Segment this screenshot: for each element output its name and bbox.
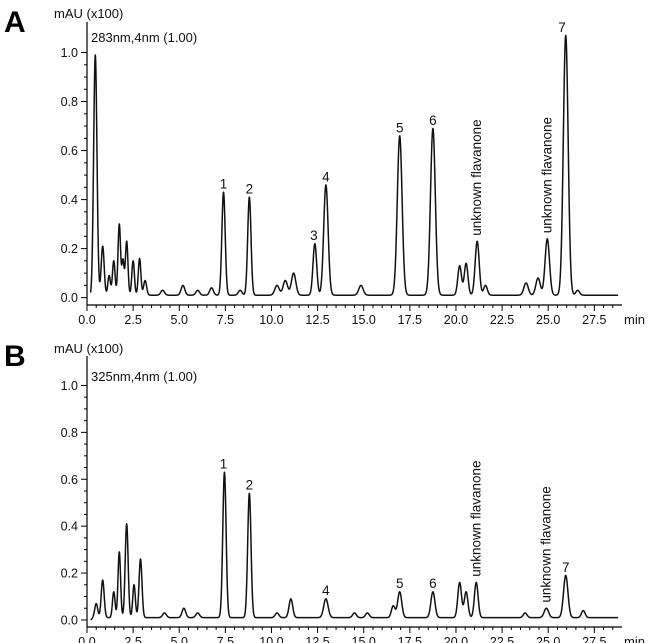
wavelength-annotation: 325nm,4nm (1.00) xyxy=(91,369,197,384)
panel-letter: A xyxy=(4,6,26,39)
x-tick-label: 12.5 xyxy=(305,313,329,327)
peak-label-7: 7 xyxy=(562,560,570,575)
y-tick-label: 0.0 xyxy=(61,291,78,305)
peak-label-7: 7 xyxy=(558,20,566,35)
x-tick-label: 5.0 xyxy=(171,635,188,643)
y-tick-label: 0.6 xyxy=(61,144,78,158)
x-axis-label: min xyxy=(624,634,645,643)
x-tick-label: 15.0 xyxy=(352,313,376,327)
x-tick-label: 10.0 xyxy=(259,635,283,643)
x-tick-label: 5.0 xyxy=(171,313,188,327)
chromatogram-trace xyxy=(90,471,619,621)
x-tick-label: 25.0 xyxy=(536,313,560,327)
peak-label-1: 1 xyxy=(220,457,228,472)
y-tick-label: 0.6 xyxy=(61,473,78,487)
wavelength-annotation: 283nm,4nm (1.00) xyxy=(91,30,197,45)
peak-label-4: 4 xyxy=(322,169,330,184)
y-axis-unit-label: mAU (x100) xyxy=(54,6,123,21)
peak-label-6: 6 xyxy=(429,576,437,591)
y-tick-label: 0.8 xyxy=(61,426,78,440)
peak-label-3: 3 xyxy=(310,228,318,243)
peak-label-5: 5 xyxy=(396,576,404,591)
x-tick-label: 17.5 xyxy=(398,313,422,327)
y-axis-unit-label: mAU (x100) xyxy=(54,341,123,356)
peak-label-unknown-flavanone: unknown flavanone xyxy=(538,486,553,602)
x-tick-label: 17.5 xyxy=(398,635,422,643)
peak-label-unknown-flavanone: unknown flavanone xyxy=(468,460,483,576)
y-tick-label: 0.4 xyxy=(61,520,78,534)
x-tick-label: 20.0 xyxy=(444,313,468,327)
x-tick-label: 7.5 xyxy=(217,635,234,643)
y-tick-label: 1.0 xyxy=(61,46,78,60)
peak-label-2: 2 xyxy=(246,478,254,493)
x-tick-label: 0.0 xyxy=(78,635,95,643)
x-tick-label: 2.5 xyxy=(124,635,141,643)
peak-label-2: 2 xyxy=(246,182,254,197)
y-tick-label: 0.2 xyxy=(61,567,78,581)
x-tick-label: 2.5 xyxy=(124,313,141,327)
y-tick-label: 0.2 xyxy=(61,242,78,256)
x-tick-label: 0.0 xyxy=(78,313,95,327)
x-tick-label: 12.5 xyxy=(305,635,329,643)
peak-label-4: 4 xyxy=(322,583,330,598)
x-tick-label: 22.5 xyxy=(490,635,514,643)
x-tick-label: 10.0 xyxy=(259,313,283,327)
y-tick-label: 0.8 xyxy=(61,95,78,109)
y-tick-label: 0.4 xyxy=(61,193,78,207)
x-tick-label: 27.5 xyxy=(582,313,606,327)
peak-label-unknown-flavanone: unknown flavanone xyxy=(539,117,554,233)
x-tick-label: 15.0 xyxy=(352,635,376,643)
x-tick-label: 27.5 xyxy=(582,635,606,643)
x-axis-label: min xyxy=(624,312,645,327)
panel-letter: B xyxy=(4,340,26,373)
peak-label-5: 5 xyxy=(396,120,404,135)
x-tick-label: 25.0 xyxy=(536,635,560,643)
y-tick-label: 1.0 xyxy=(61,379,78,393)
x-tick-label: 22.5 xyxy=(490,313,514,327)
chromatogram-trace xyxy=(89,34,619,296)
peak-label-unknown-flavanone: unknown flavanone xyxy=(469,119,484,235)
y-tick-label: 0.0 xyxy=(61,613,78,627)
peak-label-1: 1 xyxy=(220,177,228,192)
x-tick-label: 20.0 xyxy=(444,635,468,643)
x-tick-label: 7.5 xyxy=(217,313,234,327)
peak-label-6: 6 xyxy=(429,113,437,128)
